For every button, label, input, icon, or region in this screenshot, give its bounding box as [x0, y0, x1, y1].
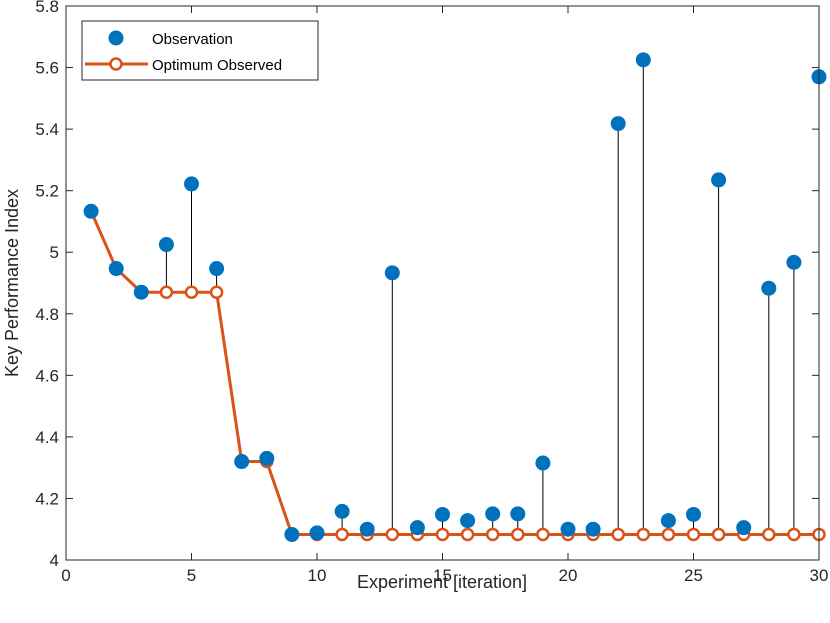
y-tick-label: 5.2 [35, 182, 59, 201]
observation-point [635, 52, 651, 68]
observation-point [510, 506, 526, 522]
plot-background [66, 6, 819, 560]
optimum-point [787, 527, 801, 542]
observation-point [786, 254, 802, 270]
optimum-point [711, 527, 726, 542]
observation-point [284, 526, 300, 542]
optimum-point [661, 527, 676, 542]
legend-observation-marker [108, 30, 124, 46]
x-tick-label: 0 [61, 566, 70, 585]
ticks-layer [65, 5, 820, 561]
y-tick-label: 5.4 [35, 120, 59, 139]
x-tick-label: 20 [559, 566, 578, 585]
observation-point [209, 261, 225, 277]
optimum-point [335, 527, 349, 542]
optimum-point [511, 527, 525, 542]
observation-layer [83, 52, 827, 542]
observation-point [686, 506, 701, 522]
observation-point [384, 265, 400, 281]
observation-point [359, 521, 375, 537]
y-tick-label: 4.2 [35, 489, 59, 508]
y-tick-label: 5.8 [35, 0, 59, 16]
optimum-point [686, 527, 701, 542]
y-tick-label: 4 [50, 551, 59, 570]
observation-point [83, 203, 99, 219]
observation-point [736, 520, 752, 536]
x-tick-label: 5 [187, 566, 196, 585]
x-tick-label: 10 [308, 566, 327, 585]
optimum-point [762, 527, 776, 542]
x-tick-label: 25 [684, 566, 703, 585]
optimum-point [536, 527, 550, 542]
observation-point [761, 280, 777, 296]
x-tick-label: 15 [433, 566, 452, 585]
observation-point [460, 513, 476, 529]
observation-point [610, 116, 626, 132]
observation-point [158, 237, 174, 253]
legend-observation-label: Observation [152, 31, 233, 48]
observation-point [560, 521, 576, 537]
tick-labels-layer: 0 5 10 15 20 25 30 4 4.2 4.4 4.6 4.8 5 5.2 5.4 5.6 5.8 [35, 0, 828, 585]
observation-point [485, 506, 501, 522]
observation-point [184, 176, 199, 192]
optimum-point [385, 527, 400, 542]
observation-point [711, 172, 727, 188]
observation-point [409, 520, 425, 536]
y-tick-label: 5 [50, 243, 59, 262]
observation-point [660, 513, 676, 529]
optimum-point [184, 285, 199, 299]
y-tick-label: 5.6 [35, 59, 59, 78]
observation-point [108, 261, 124, 277]
observation-point [334, 503, 350, 519]
observation-point [234, 454, 250, 470]
observation-point [535, 455, 551, 471]
x-tick-label: 30 [810, 566, 829, 585]
optimum-point [435, 527, 450, 542]
y-tick-label: 4.4 [35, 428, 59, 447]
legend: Observation Optimum Observed [81, 20, 319, 81]
observation-point [435, 506, 450, 522]
y-axis-label: Key Performance Index [2, 189, 22, 377]
optimum-point [159, 285, 174, 299]
observation-point [309, 525, 325, 541]
optimum-point [611, 527, 625, 542]
optimum-point [636, 527, 651, 542]
observation-point [133, 284, 149, 300]
optimum-point [485, 527, 500, 542]
y-tick-label: 4.6 [35, 366, 59, 385]
optimum-point [209, 285, 224, 299]
legend-box [81, 20, 319, 81]
optimum-point [460, 527, 475, 542]
observation-point [585, 521, 601, 537]
legend-optimum-marker [109, 57, 123, 71]
observation-point [259, 450, 275, 466]
x-axis-label: Experiment [iteration] [357, 572, 527, 592]
y-tick-label: 4.8 [35, 305, 59, 324]
legend-optimum-label: Optimum Observed [152, 57, 282, 74]
